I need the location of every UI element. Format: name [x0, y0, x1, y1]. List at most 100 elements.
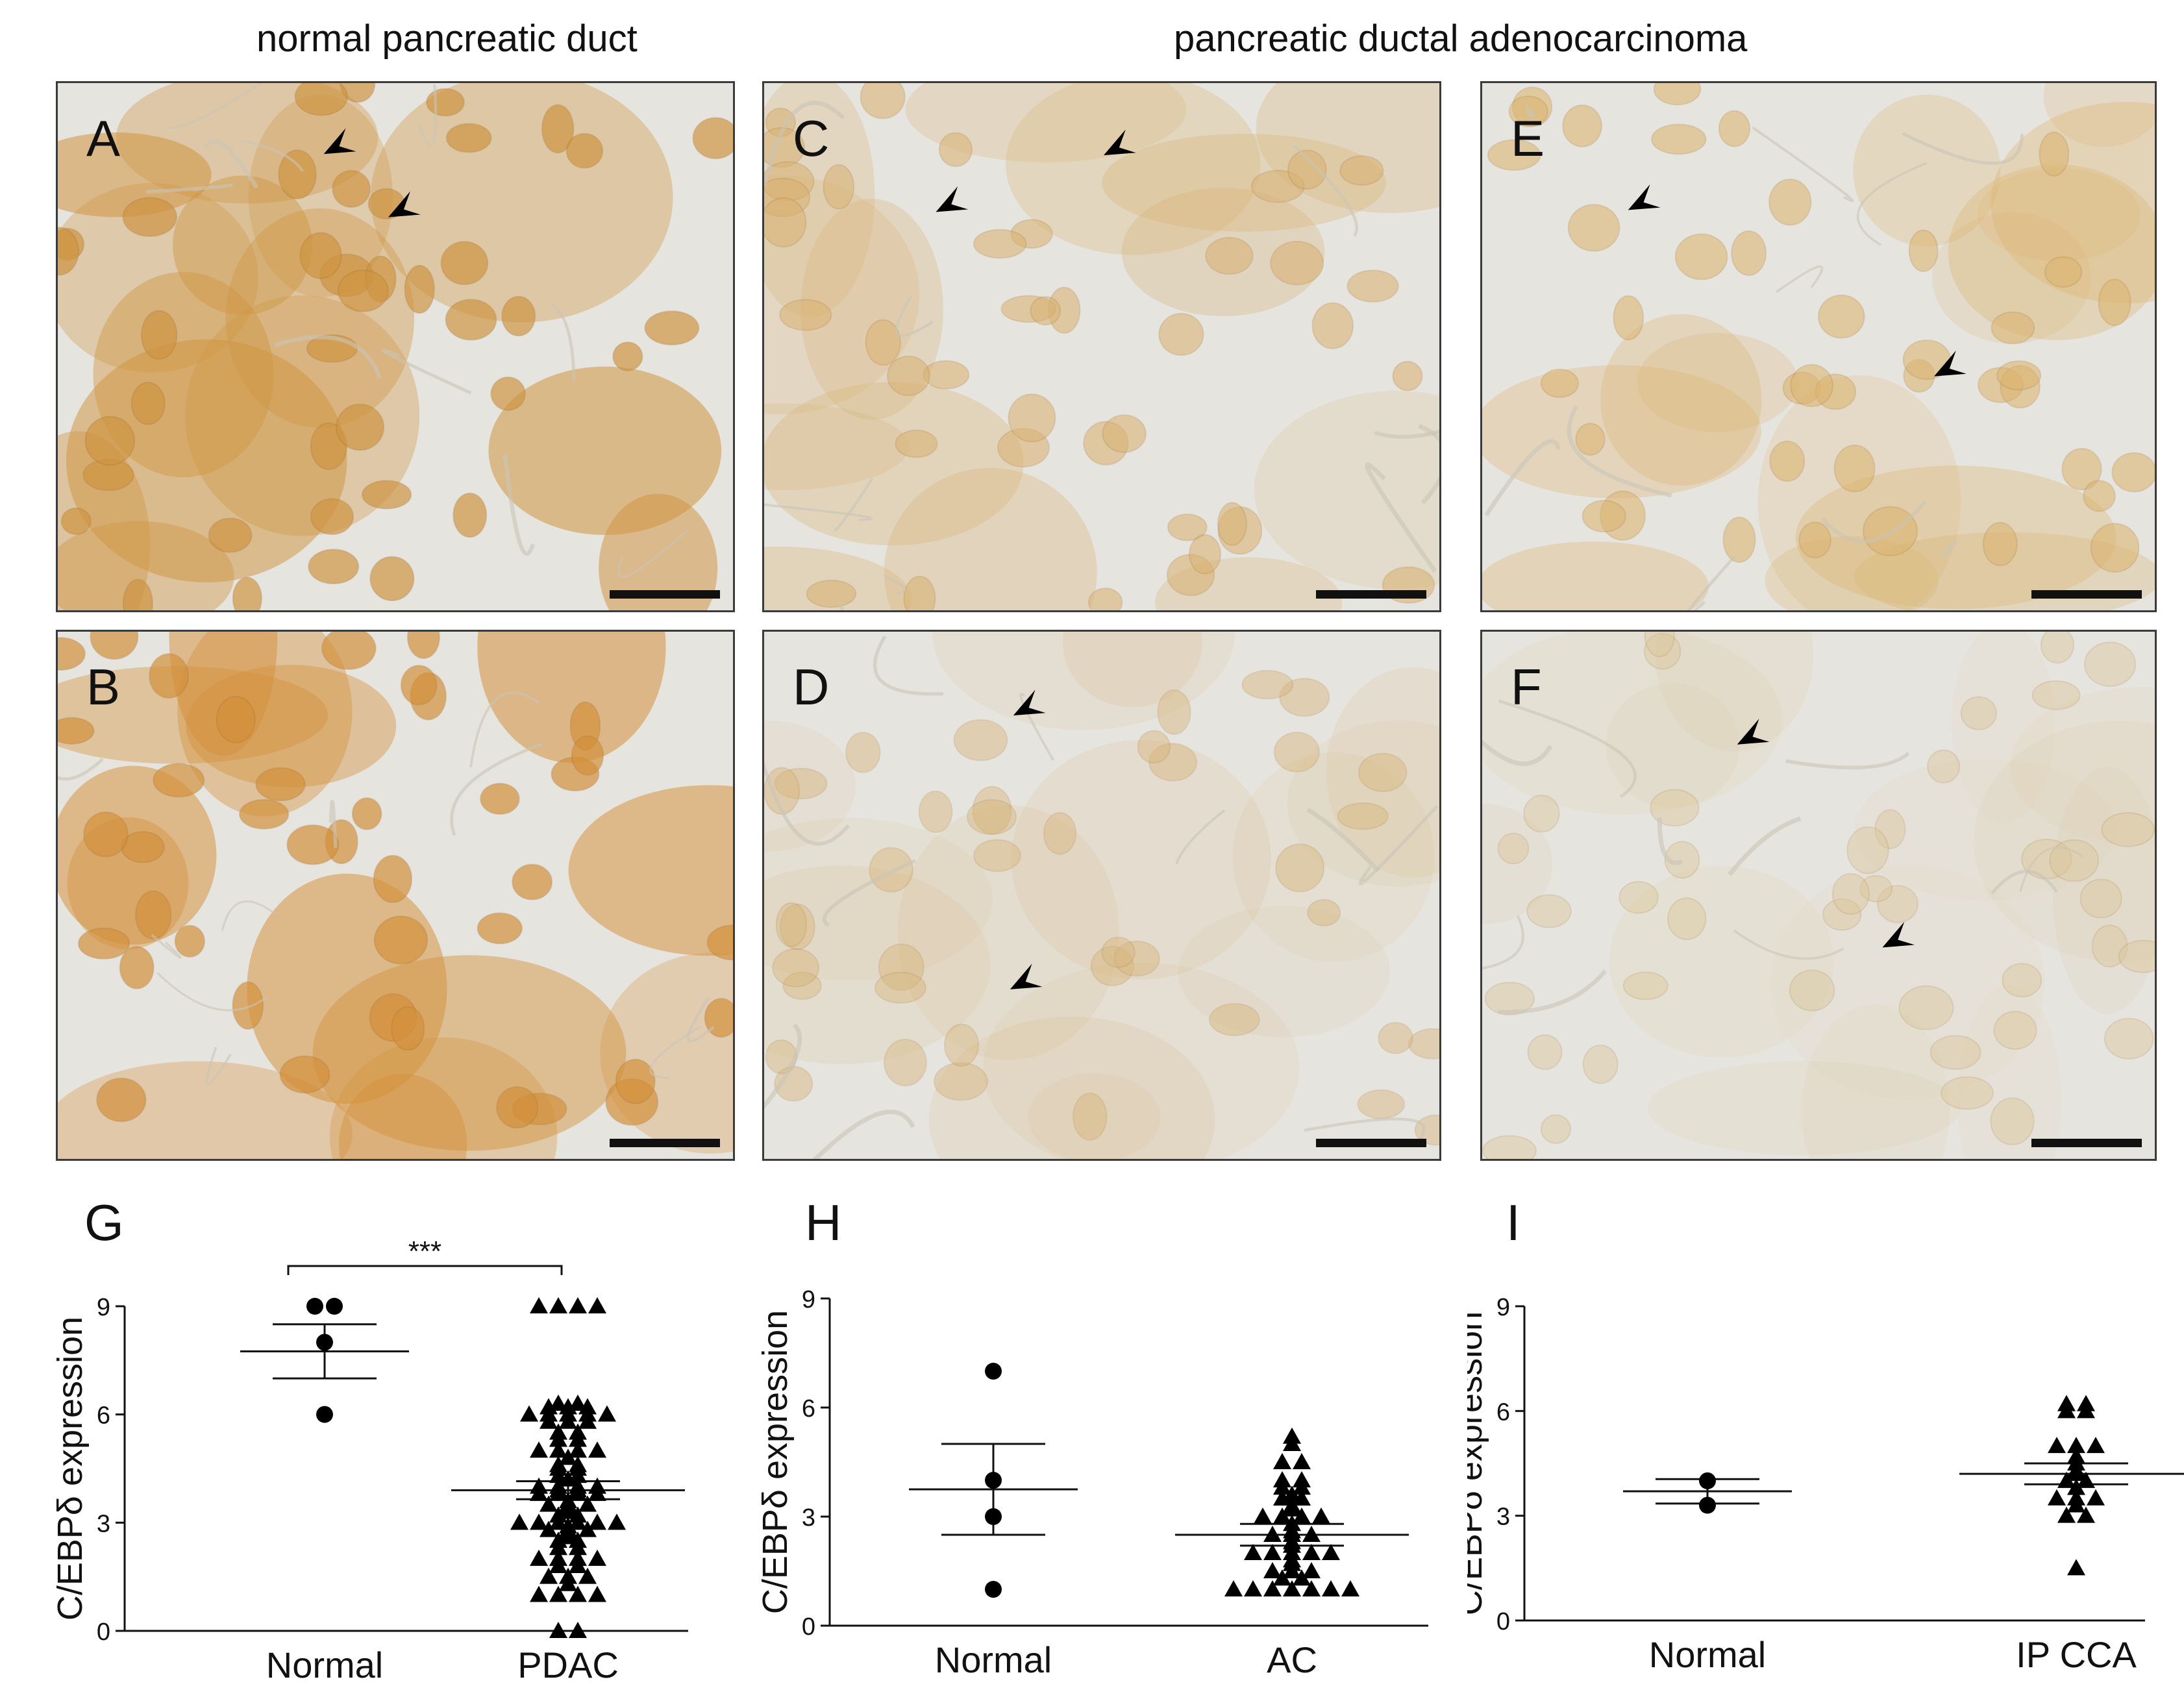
- data-point-triangle: [549, 1395, 567, 1411]
- data-point-triangle: [569, 1484, 587, 1501]
- cell-nucleus: [1831, 873, 1870, 915]
- stain-region: [2043, 83, 2155, 147]
- scale-bar-d: [1316, 1139, 1426, 1147]
- stain-region: [2052, 767, 2155, 1014]
- stroma-fiber: [764, 760, 850, 846]
- stroma-fiber: [1365, 462, 1437, 573]
- data-point-triangle: [559, 1528, 577, 1545]
- cell-nucleus: [923, 360, 970, 390]
- tissue-image-c: [764, 83, 1439, 610]
- cell-nucleus: [58, 717, 95, 745]
- data-point-triangle: [578, 1567, 597, 1584]
- tissue-background: [1482, 632, 2155, 1159]
- cell-nucleus: [1908, 229, 1939, 272]
- x-category-label: Normal: [1649, 1634, 1766, 1675]
- cell-nucleus: [966, 799, 1017, 836]
- cell-nucleus: [869, 847, 913, 893]
- panel-label-f: F: [1511, 658, 1542, 715]
- data-point-triangle: [520, 1405, 538, 1422]
- cell-nucleus: [1113, 940, 1160, 977]
- cell-nucleus: [480, 782, 520, 815]
- stain-region: [1854, 758, 2116, 900]
- data-point-triangle: [1283, 1536, 1301, 1553]
- stroma-fiber: [764, 1023, 802, 1110]
- stain-region: [1977, 168, 2141, 262]
- arrowhead-marker: [1737, 719, 1770, 745]
- data-point-triangle: [530, 1484, 548, 1501]
- cell-nucleus: [174, 925, 205, 958]
- data-point-triangle: [569, 1467, 587, 1483]
- stroma-fiber: [1498, 699, 1637, 799]
- data-point-triangle: [1244, 1580, 1262, 1596]
- stroma-fiber: [1358, 804, 1439, 886]
- data-point-triangle: [1293, 1489, 1311, 1506]
- cell-nucleus: [1540, 1114, 1572, 1144]
- cell-nucleus: [571, 735, 604, 776]
- cell-nucleus: [453, 492, 488, 538]
- cell-nucleus: [884, 1039, 927, 1087]
- plot-panel-label: G: [84, 1194, 124, 1251]
- stain-region: [1974, 721, 2155, 962]
- stroma-fiber: [617, 528, 689, 578]
- cell-nucleus: [279, 1055, 330, 1094]
- data-point-triangle: [588, 1513, 606, 1530]
- stroma-fiber: [1567, 404, 1672, 498]
- cell-nucleus: [1088, 588, 1123, 610]
- stroma-fiber: [764, 101, 845, 187]
- data-point-circle: [306, 1298, 323, 1315]
- stroma-fiber: [381, 349, 472, 395]
- y-tick-label: 3: [802, 1504, 815, 1532]
- data-point-triangle: [559, 1412, 577, 1429]
- cell-nucleus: [953, 719, 1008, 762]
- cell-nucleus: [1996, 360, 2042, 391]
- stroma-fiber: [205, 1047, 232, 1086]
- arrowhead-marker: [1628, 184, 1661, 210]
- cell-nucleus: [119, 946, 155, 989]
- data-point-triangle: [569, 1506, 587, 1523]
- stroma-fiber: [1304, 1117, 1426, 1140]
- cell-nucleus: [1287, 149, 1327, 190]
- cell-nucleus: [1874, 809, 1906, 850]
- cell-nucleus: [1822, 898, 1862, 931]
- arrowhead-marker: [936, 186, 969, 212]
- data-point-triangle: [549, 1297, 567, 1313]
- cell-nucleus: [1674, 233, 1728, 280]
- stain-region: [928, 1016, 1215, 1159]
- data-point-circle: [326, 1298, 343, 1315]
- scatter-plot-h: H 0 3 6 9 C/EBPδ expression Normal AC: [747, 1169, 1461, 1688]
- stroma-fiber: [1524, 103, 1534, 121]
- data-point-triangle: [1244, 1544, 1262, 1560]
- cell-nucleus: [644, 310, 700, 346]
- cell-nucleus: [1644, 633, 1681, 670]
- cell-nucleus: [1993, 1011, 2037, 1050]
- cell-nucleus: [308, 549, 360, 585]
- stain-region: [764, 546, 912, 610]
- data-point-triangle: [1293, 1478, 1311, 1495]
- cell-nucleus: [1030, 296, 1061, 326]
- cell-nucleus: [60, 507, 92, 536]
- cell-nucleus: [83, 812, 129, 858]
- y-tick-label: 6: [802, 1395, 815, 1422]
- cell-nucleus: [612, 341, 643, 371]
- stain-region: [1006, 83, 1261, 255]
- cell-nucleus: [58, 227, 79, 276]
- data-point-triangle: [2048, 1489, 2066, 1506]
- data-point-triangle: [598, 1405, 616, 1422]
- stain-region: [1770, 864, 2045, 1100]
- data-point-circle: [985, 1581, 1002, 1598]
- data-point-triangle: [1322, 1544, 1340, 1560]
- stain-region: [1482, 541, 1709, 610]
- x-category-label: PDAC: [517, 1645, 619, 1685]
- cell-nucleus: [764, 197, 807, 248]
- arrowhead-marker: [1103, 129, 1136, 156]
- stain-region: [764, 818, 993, 981]
- cell-nucleus: [1653, 83, 1702, 106]
- micrograph-panel-f: F: [1480, 630, 2157, 1161]
- data-point-triangle: [569, 1557, 587, 1573]
- data-point-triangle: [2077, 1395, 2095, 1411]
- cell-nucleus: [2061, 447, 2102, 491]
- data-point-triangle: [578, 1520, 597, 1537]
- cell-nucleus: [1148, 743, 1198, 782]
- cell-nucleus: [1798, 521, 1831, 558]
- data-point-triangle: [2057, 1471, 2076, 1488]
